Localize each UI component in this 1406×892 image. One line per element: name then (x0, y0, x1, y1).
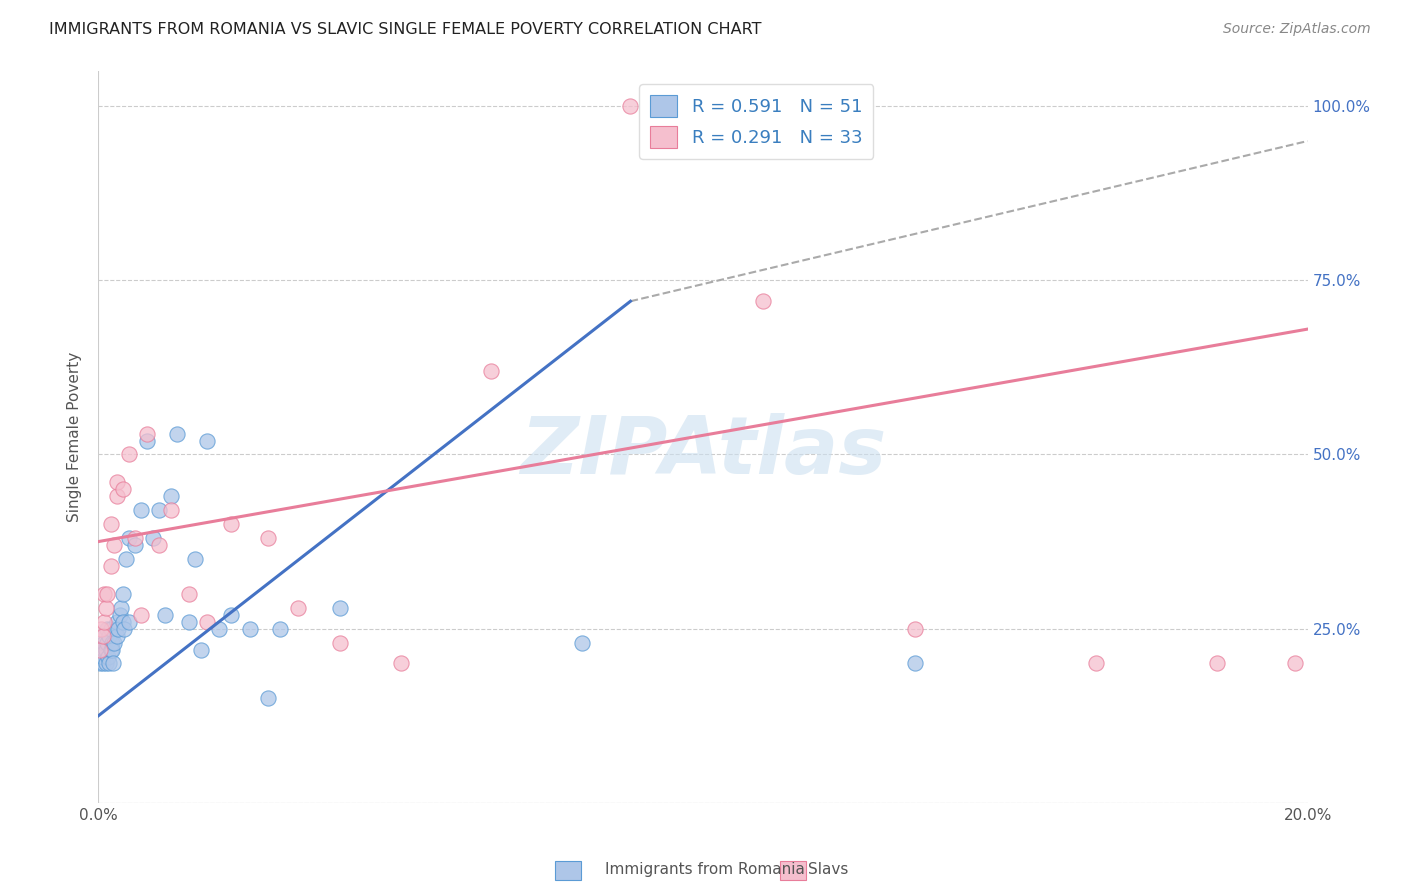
Point (111, 483, 134, 497)
Point (94, 600, 117, 615)
Point (160, 489, 183, 503)
Point (148, 503, 170, 517)
Point (100, 622, 122, 636)
Point (114, 552, 136, 566)
Point (329, 635, 352, 649)
Text: Slavs: Slavs (808, 863, 849, 877)
Point (105, 489, 128, 503)
Point (160, 503, 183, 517)
Point (571, 635, 593, 649)
Text: IMMIGRANTS FROM ROMANIA VS SLAVIC SINGLE FEMALE POVERTY CORRELATION CHART: IMMIGRANTS FROM ROMANIA VS SLAVIC SINGLE… (49, 22, 762, 37)
Text: ZIPAtlas: ZIPAtlas (520, 413, 886, 491)
Point (221, 607, 243, 622)
Point (1284, 657, 1306, 671)
Point (96, 587, 118, 601)
Point (91, 657, 114, 671)
Point (904, 657, 927, 671)
Point (97, 657, 120, 671)
Point (619, 99, 641, 113)
Text: Source: ZipAtlas.com: Source: ZipAtlas.com (1223, 22, 1371, 37)
Point (110, 600, 132, 615)
Point (256, 691, 278, 706)
Point (111, 587, 134, 601)
Point (124, 531, 146, 545)
Point (118, 615, 141, 629)
Point (97, 649, 120, 664)
Point (93, 587, 115, 601)
Point (103, 538, 125, 552)
Point (195, 434, 218, 448)
Point (91, 629, 114, 643)
Point (256, 531, 278, 545)
Point (90, 642, 112, 657)
Point (112, 622, 135, 636)
Point (96, 635, 118, 649)
Point (269, 622, 291, 636)
Point (190, 642, 212, 657)
Point (90, 622, 112, 636)
Point (96, 657, 118, 671)
Point (89, 642, 111, 657)
Point (752, 294, 775, 309)
Point (96, 622, 118, 636)
Point (100, 558, 122, 573)
Point (108, 607, 131, 622)
Point (100, 517, 122, 532)
Point (111, 615, 134, 629)
Point (101, 657, 124, 671)
Point (91, 649, 114, 664)
Point (148, 538, 170, 552)
Point (118, 531, 141, 545)
Point (904, 622, 927, 636)
Point (239, 622, 262, 636)
Point (107, 622, 129, 636)
Legend: R = 0.591   N = 51, R = 0.291   N = 33: R = 0.591 N = 51, R = 0.291 N = 33 (640, 84, 873, 159)
Point (103, 635, 125, 649)
Point (124, 538, 146, 552)
Point (389, 657, 412, 671)
Point (142, 531, 165, 545)
Point (1206, 657, 1229, 671)
Point (166, 426, 188, 441)
Point (1085, 657, 1108, 671)
Point (101, 642, 124, 657)
Point (184, 552, 207, 566)
Point (93, 642, 115, 657)
Point (105, 629, 128, 643)
Point (135, 434, 157, 448)
Point (195, 615, 218, 629)
Point (329, 600, 352, 615)
Text: Immigrants from Romania: Immigrants from Romania (605, 863, 804, 877)
Point (105, 475, 128, 490)
Point (135, 426, 157, 441)
Point (94, 642, 117, 657)
Point (481, 364, 503, 378)
Point (118, 448, 141, 462)
Point (179, 587, 201, 601)
Point (105, 615, 128, 629)
Point (129, 503, 152, 517)
Point (129, 607, 152, 622)
Point (221, 517, 243, 532)
Point (208, 622, 231, 636)
Point (153, 607, 176, 622)
Point (93, 615, 115, 629)
Point (89, 657, 111, 671)
Point (93, 635, 115, 649)
Point (100, 635, 122, 649)
Point (179, 615, 201, 629)
Point (93, 629, 115, 643)
Y-axis label: Single Female Poverty: Single Female Poverty (67, 352, 83, 522)
Point (98, 629, 121, 643)
Point (100, 642, 122, 657)
Point (287, 600, 309, 615)
